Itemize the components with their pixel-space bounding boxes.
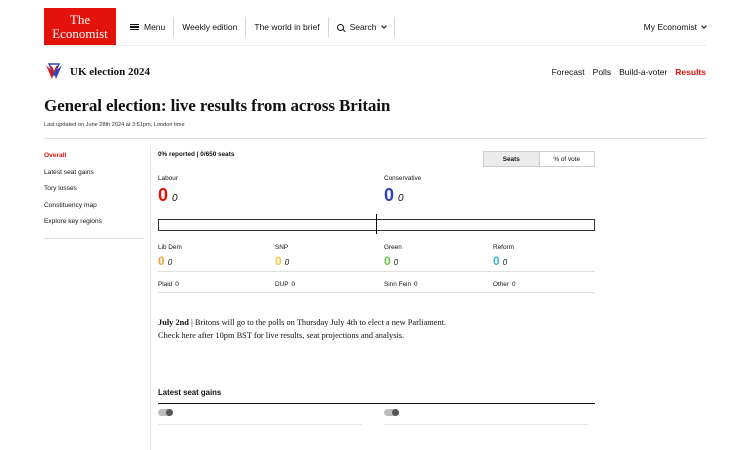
seat-count: 0 — [384, 185, 395, 205]
party-name: Sinn Fein — [384, 281, 411, 288]
seats-toggle-button[interactable]: Seats — [484, 152, 540, 166]
my-economist-button[interactable]: My Economist — [643, 8, 707, 46]
party-name: Reform — [493, 244, 514, 251]
economist-logo[interactable]: The Economist — [44, 8, 116, 46]
reported-status: 0% reported | 0/650 seats — [158, 151, 235, 158]
party-lib-dem: Lib Dem 0 0 — [158, 244, 182, 268]
seat-count: 0 — [493, 254, 500, 268]
sidebar-divider — [44, 237, 144, 239]
election-links: Forecast Polls Build-a-voter Results — [544, 67, 706, 77]
logo-line-1: The — [69, 12, 91, 27]
seats-vote-toggle: Seats % of vote — [483, 151, 595, 167]
logo-line-2: Economist — [52, 26, 108, 41]
seat-gain: 0 — [393, 258, 399, 267]
sidebar-item-tory-losses[interactable]: Tory losses — [44, 185, 77, 192]
seat-gain: 0 — [167, 258, 173, 267]
party-dup: DUP 0 — [275, 281, 295, 288]
election-rosette-icon — [46, 63, 62, 79]
seat-gain: 0 — [172, 193, 178, 204]
party-name: DUP — [275, 281, 289, 288]
seat-count: 0 — [275, 254, 282, 268]
party-name: Conservative — [384, 175, 422, 182]
latest-seat-gains-heading: Latest seat gains — [158, 388, 222, 397]
seat-gain: 0 — [284, 258, 290, 267]
weekly-edition-link[interactable]: Weekly edition — [174, 17, 247, 37]
last-updated: Last updated on June 28th 2024 at 3:51pm… — [44, 122, 185, 128]
seat-count: 0 — [414, 281, 418, 288]
seat-gain: 0 — [502, 258, 508, 267]
election-title: UK election 2024 — [70, 66, 151, 78]
election-nav: UK election 2024 Forecast Polls Build-a-… — [44, 60, 706, 84]
seat-count: 0 — [291, 281, 296, 288]
seat-gain-placeholder-icon — [384, 409, 399, 416]
my-economist-label: My Economist — [643, 22, 697, 32]
seat-gains-divider — [158, 403, 595, 404]
majority-marker — [376, 214, 377, 234]
results-link[interactable]: Results — [675, 67, 706, 77]
world-in-brief-link[interactable]: The world in brief — [246, 17, 329, 37]
seat-count: 0 — [175, 281, 179, 288]
search-icon — [336, 23, 344, 31]
chevron-down-icon — [701, 22, 707, 29]
party-sinn-fein: Sinn Fein 0 — [384, 281, 418, 288]
notice-date: July 2nd — [158, 318, 189, 327]
seat-count: 0 — [158, 254, 165, 268]
header-divider — [44, 45, 706, 46]
party-name: Labour — [158, 175, 178, 182]
seat-gain-card-divider — [384, 424, 588, 425]
chevron-down-icon — [380, 22, 387, 29]
party-other: Other 0 — [493, 281, 516, 288]
page-title: General election: live results from acro… — [44, 96, 391, 115]
party-plaid: Plaid 0 — [158, 281, 179, 288]
seat-gain-card-divider — [158, 424, 362, 425]
parties-divider — [158, 271, 595, 272]
polls-link[interactable]: Polls — [592, 67, 612, 77]
seat-count: 0 — [158, 185, 169, 205]
party-name: SNP — [275, 244, 289, 251]
party-name: Green — [384, 244, 402, 251]
seat-count: 0 — [384, 254, 391, 268]
sidebar-item-explore-key-regions[interactable]: Explore key regions — [44, 218, 102, 225]
party-snp: SNP 0 0 — [275, 244, 289, 268]
party-reform: Reform 0 0 — [493, 244, 514, 268]
build-a-voter-link[interactable]: Build-a-voter — [619, 67, 668, 77]
party-labour: Labour 0 0 — [158, 175, 178, 206]
weekly-edition-label: Weekly edition — [182, 22, 238, 32]
party-conservative: Conservative 0 0 — [384, 175, 421, 206]
world-in-brief-label: The world in brief — [254, 22, 320, 32]
notice-text: | Britons will go to the polls on Thursd… — [158, 318, 447, 340]
main-nav: Menu Weekly edition The world in brief S… — [122, 8, 395, 46]
hamburger-icon — [130, 22, 139, 32]
party-name: Lib Dem — [158, 244, 182, 251]
search-button[interactable]: Search — [329, 17, 395, 37]
title-divider — [44, 138, 706, 139]
seat-count: 0 — [511, 281, 516, 288]
party-name: Other — [493, 281, 509, 288]
vote-share-toggle-button[interactable]: % of vote — [553, 155, 581, 163]
menu-button[interactable]: Menu — [122, 17, 175, 37]
minor-parties-divider — [158, 292, 595, 293]
sidebar-vertical-divider — [150, 146, 151, 450]
sidebar-item-latest-seat-gains[interactable]: Latest seat gains — [44, 168, 94, 176]
party-name: Plaid — [158, 281, 173, 288]
search-label: Search — [349, 22, 377, 32]
forecast-link[interactable]: Forecast — [551, 67, 585, 77]
sidebar: Overall Latest seat gains Tory losses Co… — [44, 152, 144, 239]
seat-gain: 0 — [398, 193, 404, 204]
menu-label: Menu — [144, 22, 166, 32]
results-notice: July 2nd | Britons will go to the polls … — [158, 316, 468, 342]
seat-gain-placeholder-icon — [158, 409, 173, 416]
sidebar-item-constituency-map[interactable]: Constituency map — [44, 201, 97, 209]
party-green: Green 0 0 — [384, 244, 402, 268]
sidebar-item-overall[interactable]: Overall — [44, 152, 67, 159]
